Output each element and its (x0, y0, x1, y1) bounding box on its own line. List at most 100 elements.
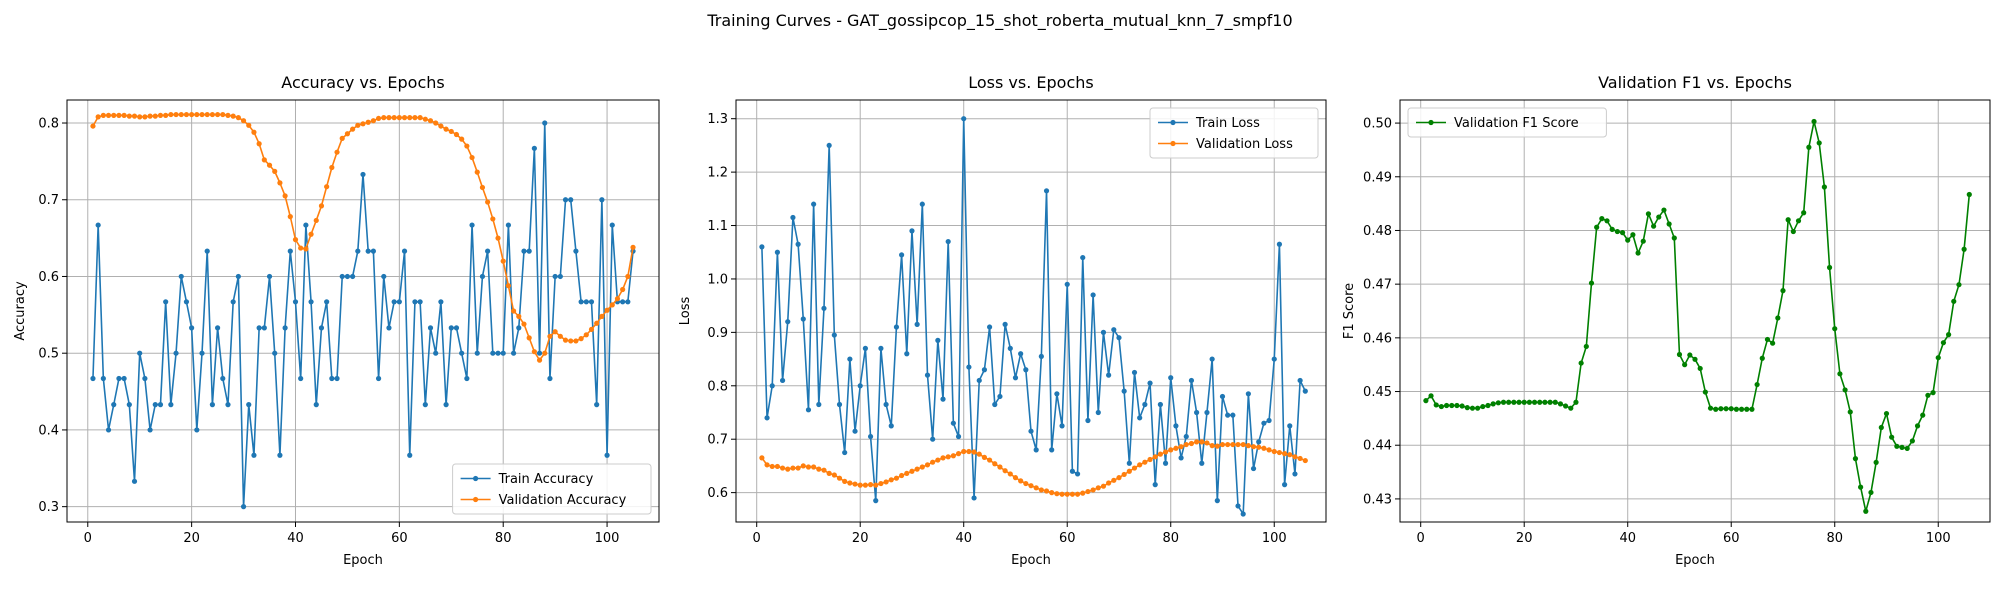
data-point (1521, 399, 1527, 405)
data-point (904, 351, 910, 357)
data-point (500, 258, 506, 264)
loss-panel: 0 20 40 60 80 100 0.6 0.7 0.8 0.9 1.0 1.1 1.2 1.3 Loss… (678, 73, 1327, 568)
legend-entry: Train Accuracy (498, 472, 594, 487)
data-point (417, 115, 423, 121)
data-point (199, 111, 205, 118)
data-point (987, 324, 993, 330)
data-point (1443, 402, 1450, 409)
data-point (614, 296, 621, 302)
data-point (137, 350, 143, 356)
data-point (1157, 401, 1163, 408)
data-point (324, 299, 330, 305)
data-point (438, 123, 444, 129)
data-point (1137, 415, 1143, 421)
data-point (930, 459, 936, 465)
data-point (1485, 402, 1491, 409)
data-point (1131, 465, 1138, 471)
figure-suptitle: Training Curves - GAT_gossipcop_15_shot_… (706, 11, 1292, 31)
data-point (1069, 468, 1075, 474)
data-point (1199, 439, 1205, 445)
data-point (836, 475, 843, 481)
data-point (1178, 444, 1184, 450)
data-point (1826, 264, 1833, 271)
data-point (914, 466, 920, 472)
legend: Train Loss Validation Loss (1149, 107, 1319, 159)
data-point (1183, 441, 1189, 448)
data-point (1956, 282, 1962, 288)
data-point (1904, 445, 1910, 452)
data-point (95, 114, 101, 120)
data-point (1837, 371, 1843, 377)
data-point (945, 454, 951, 460)
data-point (604, 452, 610, 458)
data-point (930, 436, 936, 442)
data-point (1194, 409, 1200, 416)
data-point (1619, 230, 1626, 236)
data-point (800, 463, 806, 469)
data-point (878, 345, 884, 351)
data-point (443, 402, 449, 408)
data-point (919, 464, 925, 470)
x-tick-label: 100 (595, 531, 620, 546)
data-point (1002, 468, 1008, 474)
data-point (1640, 238, 1646, 244)
data-point (1697, 365, 1703, 372)
data-point (1038, 487, 1044, 493)
data-point (1209, 443, 1215, 449)
data-point (1023, 480, 1029, 487)
data-point (401, 248, 408, 254)
x-axis-label: Epoch (1011, 553, 1051, 568)
data-point (287, 214, 293, 220)
data-point (888, 423, 894, 429)
y-tick-label: 0.49 (1363, 170, 1392, 185)
data-point (1111, 477, 1117, 483)
data-point (774, 249, 781, 255)
legend: Validation F1 Score (1407, 107, 1607, 138)
data-point (945, 238, 951, 245)
data-point (464, 143, 470, 149)
data-point (1059, 491, 1065, 497)
data-point (1423, 398, 1429, 404)
data-point (1578, 360, 1584, 366)
panel-title: Validation F1 vs. Epochs (1598, 73, 1792, 92)
data-point (1795, 218, 1802, 224)
data-point (1230, 441, 1236, 448)
data-point (873, 482, 879, 488)
data-point (557, 333, 563, 339)
data-point (116, 112, 122, 118)
data-point (1806, 144, 1812, 150)
data-point (1925, 392, 1931, 398)
legend-entry: Validation Loss (1196, 137, 1293, 152)
data-point (1516, 399, 1522, 405)
data-point (759, 244, 765, 250)
data-point (785, 466, 791, 472)
data-point (1552, 399, 1558, 405)
data-point (1302, 388, 1308, 394)
data-point (1090, 487, 1096, 493)
data-point (1661, 207, 1667, 213)
data-point (811, 464, 817, 470)
data-point (981, 454, 988, 460)
data-point (1090, 292, 1096, 298)
data-point (1007, 345, 1013, 351)
data-point (1899, 444, 1905, 450)
data-point (609, 222, 615, 228)
data-point (1209, 356, 1215, 362)
data-point (204, 111, 210, 118)
data-point (355, 122, 361, 128)
data-point (220, 375, 226, 382)
x-tick-label: 40 (287, 531, 304, 546)
data-point (1454, 402, 1460, 409)
data-point (1235, 503, 1241, 509)
data-point (1531, 399, 1538, 405)
data-point (1733, 406, 1739, 412)
data-point (178, 273, 184, 280)
data-point (1152, 454, 1158, 460)
data-point (282, 325, 288, 331)
data-point (1480, 403, 1486, 410)
data-point (147, 427, 153, 433)
accuracy-panel: 0 20 40 60 80 100 0.3 0.4 0.5 0.6 0.7 0.8 Accuracy v… (13, 73, 660, 568)
data-point (1790, 228, 1796, 235)
data-point (1007, 471, 1013, 477)
data-point (1162, 449, 1169, 455)
